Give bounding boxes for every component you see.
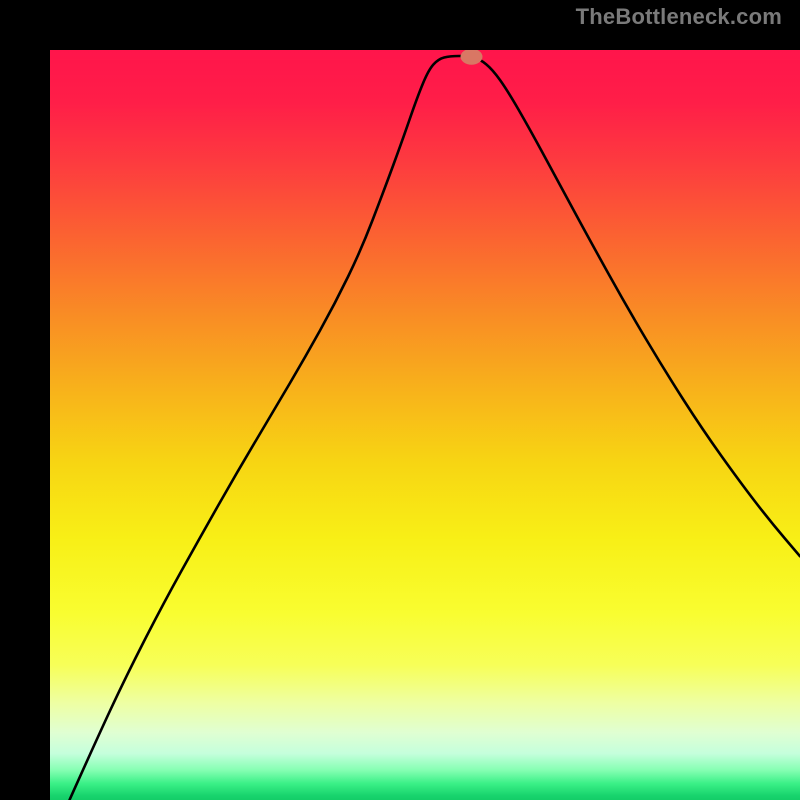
chart-frame (0, 0, 800, 800)
curve-layer (50, 50, 800, 800)
chart-plot-area (50, 50, 800, 800)
optimal-marker (461, 50, 483, 65)
attribution-text: TheBottleneck.com (576, 4, 782, 30)
bottleneck-curve (70, 56, 800, 800)
